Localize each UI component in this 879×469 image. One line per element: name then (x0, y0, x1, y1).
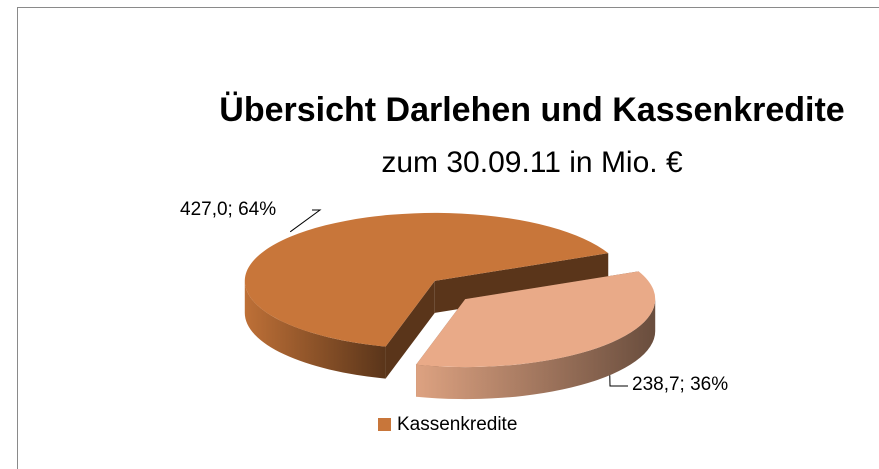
slice-wall (385, 280, 435, 379)
slice-top (416, 271, 656, 368)
slice-top (244, 212, 609, 347)
legend-swatch (378, 418, 391, 431)
leader-line (609, 375, 628, 387)
leader-line (289, 209, 322, 233)
chart-title: Übersicht Darlehen und Kassenkredite (219, 91, 844, 129)
legend-label: Kassenkredite (397, 414, 517, 435)
data-label: 427,0; 64% (180, 199, 276, 220)
slice-side (244, 280, 386, 379)
data-label: 238,7; 36% (632, 374, 728, 395)
pie-slice (416, 271, 656, 400)
chart-subtitle: zum 30.09.11 in Mio. € (381, 146, 683, 179)
slice-side (416, 299, 656, 400)
